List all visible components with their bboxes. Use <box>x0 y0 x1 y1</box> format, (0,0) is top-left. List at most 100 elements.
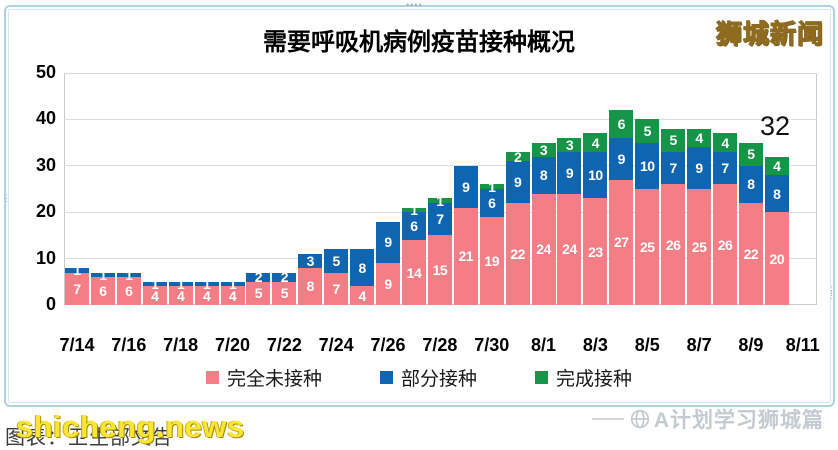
bar-segment-部分接种: 9 <box>609 137 634 180</box>
bar-value-label: 9 <box>695 160 703 177</box>
bar-segment-完成接种: 3 <box>531 143 556 157</box>
bar-segment-完全未接种: 24 <box>531 193 556 305</box>
bar-value-label: 24 <box>536 241 551 258</box>
bar-segment-完全未接种: 25 <box>687 189 712 305</box>
bar-segment-完全未接种: 25 <box>635 189 660 305</box>
bar-segment-完全未接种: 8 <box>298 267 323 305</box>
x-tick-label: 7/30 <box>474 335 510 355</box>
bar-segment-完全未接种: 22 <box>505 202 530 305</box>
bar-value-label: 20 <box>769 250 785 267</box>
window-drag-handle-icon[interactable]: •••• <box>406 0 423 10</box>
bar-value-label: 4 <box>358 287 366 304</box>
bar-value-label: 7 <box>332 280 341 297</box>
bar-value-label: 6 <box>125 283 133 300</box>
bar-segment-完全未接种: 14 <box>401 240 426 305</box>
bar-value-label: 7 <box>73 280 81 297</box>
bar-value-label: 2 <box>513 148 522 165</box>
bar-segment-部分接种: 9 <box>557 151 582 194</box>
legend-label: 部分接种 <box>400 369 477 390</box>
legend-label: 完成接种 <box>556 369 633 390</box>
x-tick-label: 8/7 <box>686 335 712 355</box>
bar-segment-完全未接种: 15 <box>427 235 452 305</box>
bar-value-label: 9 <box>462 178 470 195</box>
x-tick-label: 8/9 <box>738 335 764 355</box>
gridline <box>64 72 817 74</box>
bar-segment-完全未接种: 6 <box>90 277 115 305</box>
bar-value-label: 8 <box>358 259 366 276</box>
bar-value-label: 4 <box>228 287 237 304</box>
bar-value-label: 23 <box>588 243 603 260</box>
bar-segment-部分接种: 8 <box>764 175 789 213</box>
bar-segment-部分接种: 9 <box>376 221 401 264</box>
bar-value-label: 8 <box>773 185 781 202</box>
bar-value-label: 1 <box>488 178 496 195</box>
bar-value-label: 10 <box>639 157 655 174</box>
bar-segment-部分接种: 10 <box>635 142 660 189</box>
bar-value-label: 21 <box>458 248 474 265</box>
bar-segment-部分接种: 1 <box>65 263 89 277</box>
bar-segment-部分接种: 1 <box>90 268 115 282</box>
y-tick-label: 30 <box>35 154 56 175</box>
x-tick-label: 7/18 <box>163 335 199 355</box>
x-tick-label: 8/11 <box>785 335 820 355</box>
bar-value-label: 5 <box>332 252 341 269</box>
watermark-aplan: A计划学习狮城篇 <box>591 404 824 434</box>
bar-segment-完成接种: 4 <box>713 133 737 152</box>
bar-value-label: 6 <box>99 283 107 300</box>
bar-value-label: 8 <box>747 176 755 193</box>
bar-value-label: 4 <box>773 157 781 174</box>
bar-value-label: 4 <box>151 287 159 304</box>
bar-segment-部分接种: 5 <box>324 249 349 273</box>
bar-segment-完全未接种: 4 <box>142 286 167 305</box>
bar-value-label: 19 <box>484 252 499 269</box>
bar-segment-部分接种: 1 <box>116 268 141 282</box>
x-tick-label: 7/20 <box>214 335 251 355</box>
bar-value-label: 22 <box>510 245 525 262</box>
x-tick-label: 7/22 <box>266 335 302 355</box>
y-tick-label: 40 <box>35 108 56 129</box>
bar-segment-完全未接种: 4 <box>350 286 375 305</box>
legend-swatch-partial <box>379 371 393 384</box>
x-tick-label: 7/24 <box>318 335 354 355</box>
bar-segment-完成接种: 1 <box>401 203 426 217</box>
bar-value-label: 4 <box>721 134 729 151</box>
bar-value-label: 26 <box>665 236 681 253</box>
bar-value-label: 6 <box>488 194 496 211</box>
bar-value-label: 7 <box>669 160 678 177</box>
bar-segment-部分接种: 6 <box>401 212 426 241</box>
bar-segment-部分接种: 6 <box>479 189 504 217</box>
watermark-text: A计划学习狮城篇 <box>653 409 824 432</box>
bar-value-label: 8 <box>539 167 548 184</box>
bar-value-label: 1 <box>410 201 418 218</box>
bar-value-label: 27 <box>614 234 629 251</box>
gridline <box>64 165 817 167</box>
bar-segment-完全未接种: 21 <box>453 207 478 305</box>
bar-segment-部分接种: 7 <box>661 151 686 185</box>
bar-value-label: 9 <box>617 150 626 167</box>
bar-segment-完成接种: 5 <box>738 142 763 166</box>
bar-value-label: 3 <box>306 252 315 269</box>
x-tick-label: 7/26 <box>370 335 406 355</box>
legend-item-unvaccinated: 完全未接种 <box>205 364 322 391</box>
bar-value-label: 7 <box>436 211 444 228</box>
source-caption: 图表：卫生部文告 <box>5 427 173 449</box>
left-resize-handle-icon[interactable]: ⋮ <box>2 193 11 203</box>
bar-segment-完全未接种: 20 <box>764 212 789 305</box>
x-tick-label: 8/5 <box>634 335 660 355</box>
bar-segment-完全未接种: 22 <box>738 202 763 305</box>
right-resize-handle-icon[interactable]: ⋮ ⋮ <box>827 285 836 300</box>
bar-segment-完全未接种: 4 <box>220 286 245 305</box>
bar-segment-完全未接种: 5 <box>272 281 297 305</box>
bar-segment-部分接种: 2 <box>246 270 271 284</box>
bar-segment-部分接种: 8 <box>350 249 375 287</box>
site-logo: 狮城新闻 <box>715 18 824 49</box>
bar-value-label: 7 <box>721 160 729 177</box>
bar-segment-部分接种: 1 <box>220 277 245 291</box>
bar-segment-完全未接种: 24 <box>557 193 582 305</box>
bar-segment-部分接种: 3 <box>298 252 323 269</box>
bar-value-label: 5 <box>669 132 678 149</box>
y-tick-label: 50 <box>35 62 56 82</box>
bar-value-label: 25 <box>639 239 655 255</box>
bar-segment-完全未接种: 7 <box>324 272 349 305</box>
bar-segment-部分接种: 7 <box>427 202 452 236</box>
